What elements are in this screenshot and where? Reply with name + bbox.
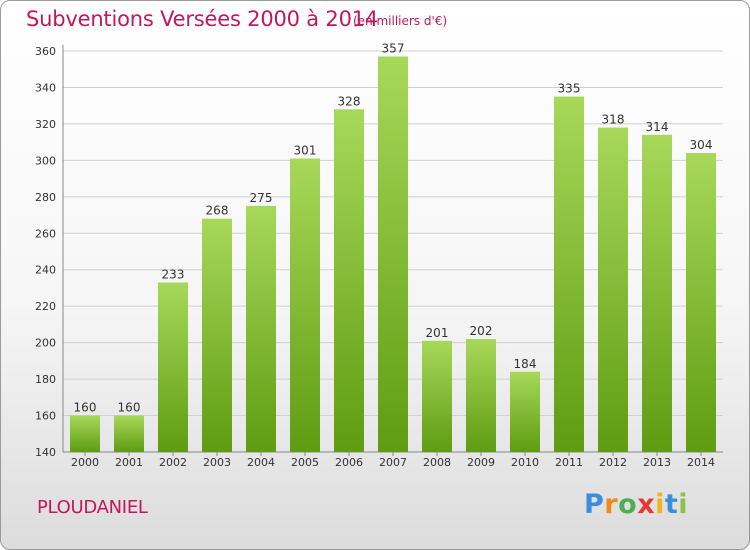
chart-subtitle: (en milliers d'€) xyxy=(353,14,448,28)
data-label: 335 xyxy=(558,82,581,96)
data-label: 201 xyxy=(426,326,449,340)
x-tick-label: 2008 xyxy=(423,456,451,469)
x-tick-label: 2011 xyxy=(555,456,583,469)
x-tick-label: 2012 xyxy=(599,456,627,469)
data-label: 275 xyxy=(250,191,273,205)
data-label: 314 xyxy=(646,120,669,134)
y-tick-label: 200 xyxy=(35,337,56,350)
x-tick-label: 2009 xyxy=(467,456,495,469)
logo-letter: o xyxy=(618,489,638,520)
bar xyxy=(510,371,540,452)
data-label: 328 xyxy=(338,94,361,108)
x-tick-label: 2006 xyxy=(335,456,363,469)
bar xyxy=(202,218,232,452)
bar xyxy=(70,415,100,452)
data-label: 160 xyxy=(118,401,141,415)
x-tick-label: 2003 xyxy=(203,456,231,469)
bar xyxy=(466,338,496,452)
x-tick-label: 2000 xyxy=(71,456,99,469)
x-tick-label: 2005 xyxy=(291,456,319,469)
y-tick-label: 140 xyxy=(35,446,56,459)
logo-letter: i xyxy=(678,489,689,520)
bar xyxy=(686,153,716,452)
logo-letter: x xyxy=(637,489,656,520)
y-tick-label: 240 xyxy=(35,264,56,277)
x-tick-label: 2013 xyxy=(643,456,671,469)
bar xyxy=(422,340,452,452)
y-tick-label: 300 xyxy=(35,154,56,167)
y-tick-label: 320 xyxy=(35,118,56,131)
bar xyxy=(598,127,628,453)
commune-name: PLOUDANIEL xyxy=(37,497,148,518)
logo-letter: i xyxy=(655,489,665,520)
data-label: 184 xyxy=(514,357,537,371)
logo-letter: r xyxy=(604,489,619,520)
x-tick-label: 2014 xyxy=(687,456,715,469)
x-tick-label: 2002 xyxy=(159,456,187,469)
y-tick-label: 180 xyxy=(35,373,56,386)
data-label: 160 xyxy=(74,401,97,415)
x-tick-label: 2007 xyxy=(379,456,407,469)
data-label: 357 xyxy=(382,41,405,55)
data-label: 301 xyxy=(294,144,317,158)
logo-letter: t xyxy=(664,489,679,520)
x-tick-label: 2001 xyxy=(115,456,143,469)
x-tick-label: 2010 xyxy=(511,456,539,469)
x-tick-label: 2004 xyxy=(247,456,275,469)
bar xyxy=(378,56,408,453)
y-tick-label: 160 xyxy=(35,410,56,423)
bar xyxy=(158,282,188,452)
bar xyxy=(246,205,276,452)
bar xyxy=(290,158,320,453)
bar xyxy=(642,134,672,452)
bar xyxy=(554,96,584,453)
bar xyxy=(334,109,364,452)
data-label: 318 xyxy=(602,113,625,127)
data-label: 268 xyxy=(206,204,229,218)
y-tick-label: 220 xyxy=(35,300,56,313)
y-tick-label: 280 xyxy=(35,191,56,204)
data-label: 202 xyxy=(470,324,493,338)
y-tick-label: 340 xyxy=(35,81,56,94)
data-label: 233 xyxy=(162,267,185,281)
y-tick-label: 360 xyxy=(35,45,56,58)
bar xyxy=(114,415,144,452)
data-label: 304 xyxy=(690,138,713,152)
proxiti-logo: Proxiti xyxy=(584,489,688,520)
logo-letter: P xyxy=(584,489,605,520)
chart-title: Subventions Versées 2000 à 2014 xyxy=(26,7,379,31)
y-tick-label: 260 xyxy=(35,227,56,240)
